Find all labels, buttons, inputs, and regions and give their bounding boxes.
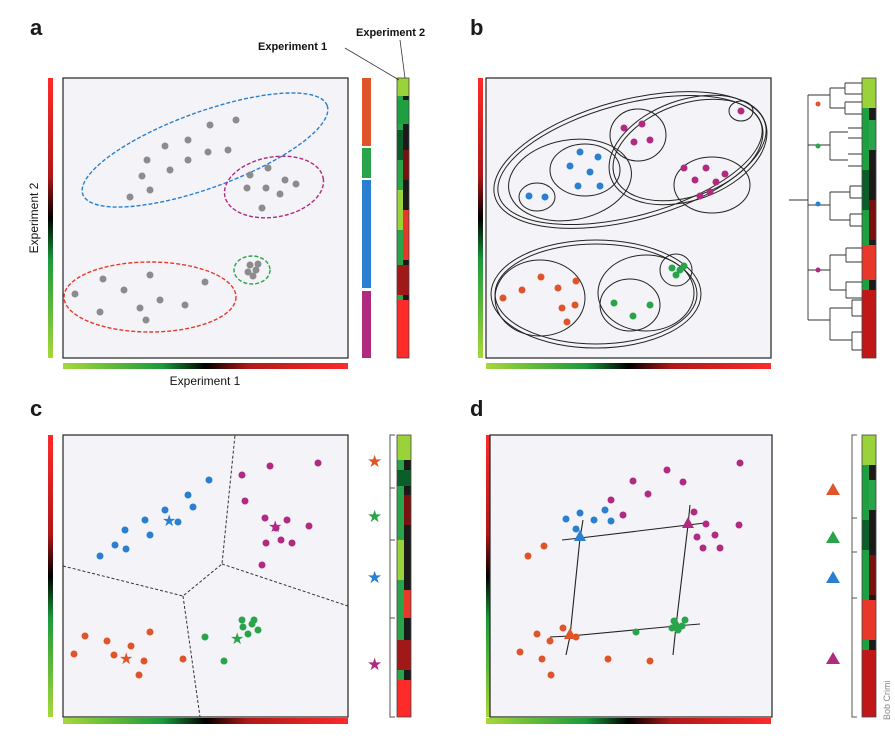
panel-d-points-orange [516,542,654,679]
panel-b-y-gradient [478,78,483,358]
credit-text: Bob Crimi [882,680,892,720]
panel-d-legend-triangle-green [826,531,840,543]
panel-d-cluster-brackets [851,434,857,718]
panel-d-som-node-magenta [682,517,694,528]
panel-d-som-node-orange [564,628,576,639]
panel-a-cluster-bar-orange [362,78,371,146]
panel-b-cluster-outlines [490,91,768,349]
panel-c-legend-star-magenta: ★ [367,655,382,674]
panel-b-points-blue [525,148,604,201]
panel-a-heatmap [396,77,410,359]
panel-letter-a: a [30,15,43,40]
panel-c-y-gradient [48,435,53,717]
heatmap-label-experiment-1: Experiment 1 [258,41,327,53]
panel-d-legend-triangle-orange [826,483,840,495]
panel-c-legend-star-orange: ★ [367,452,382,471]
dendrogram-node-green [815,143,821,149]
panel-c-points-orange [70,628,187,679]
panel-c-x-gradient [63,718,348,724]
panel-a-cluster-bar-green [362,148,371,178]
panel-d-som-node-blue [574,530,586,541]
panel-d-points-magenta [607,459,744,552]
panel-d-points-blue [562,506,615,533]
panel-c: ★ ★ ★ ★ ★ ★ ★ ★ [48,434,412,724]
dendrogram-node-orange [815,101,821,107]
panel-b-heatmap [861,77,877,359]
panel-c-points-blue [96,476,213,560]
panel-d-legend-triangle-magenta [826,652,840,664]
cluster-ellipse-red [63,261,237,333]
panel-d-som-node-green [670,618,682,629]
panel-c-voronoi-lines [62,434,349,718]
panel-d: Bob Crimi [486,434,892,724]
heatmap-leader-line-1 [344,47,400,81]
panel-c-legend-star-blue: ★ [367,568,382,587]
panel-letter-c: c [30,396,42,421]
panel-c-centroid-blue: ★ [162,513,176,530]
panel-b-points-green [610,262,688,320]
panel-d-legend-triangle-blue [826,571,840,583]
panel-b-dendrogram [789,82,862,351]
cluster-ellipse-magenta [223,155,325,219]
panel-c-points-magenta [238,459,322,569]
panel-c-centroid-magenta: ★ [268,519,282,536]
panel-c-centroid-orange: ★ [119,651,133,668]
panel-a-cluster-bar-magenta [362,291,371,358]
panel-c-centroid-green: ★ [230,631,244,648]
panel-d-plot-area [489,434,773,718]
panel-letter-d: d [470,396,483,421]
panel-a-x-gradient [63,363,348,369]
dendrogram-node-blue [815,201,821,207]
heatmap-leader-line-2 [399,39,406,79]
panel-a-cluster-bar-blue [362,180,371,288]
dendrogram-node-magenta [815,267,821,273]
panel-letter-b: b [470,15,483,40]
panel-d-y-gradient [486,435,491,717]
panel-a-y-axis-label: Experiment 2 [27,182,41,253]
panel-c-heatmap [396,434,412,718]
panel-d-x-gradient [486,718,771,724]
panel-c-legend-star-green: ★ [367,507,382,526]
panel-a-y-gradient [48,78,53,358]
panel-c-cluster-brackets [389,434,395,718]
panel-b-x-gradient [486,363,771,369]
panel-a-x-axis-label: Experiment 1 [170,374,241,388]
heatmap-label-experiment-2: Experiment 2 [356,27,425,39]
panel-d-heatmap [861,434,877,718]
panel-b-points-orange [499,273,580,326]
panel-a: Experiment 1 Experiment 2 [27,27,425,388]
panel-c-points-green [201,616,262,665]
panel-c-plot-area [62,434,349,718]
panel-b-points-magenta [620,107,745,200]
panel-a-plot-area [62,77,349,359]
cluster-ellipse-green [233,255,271,285]
panel-b [478,77,877,369]
panel-a-points [71,116,300,324]
cluster-ellipse-blue [81,92,329,208]
